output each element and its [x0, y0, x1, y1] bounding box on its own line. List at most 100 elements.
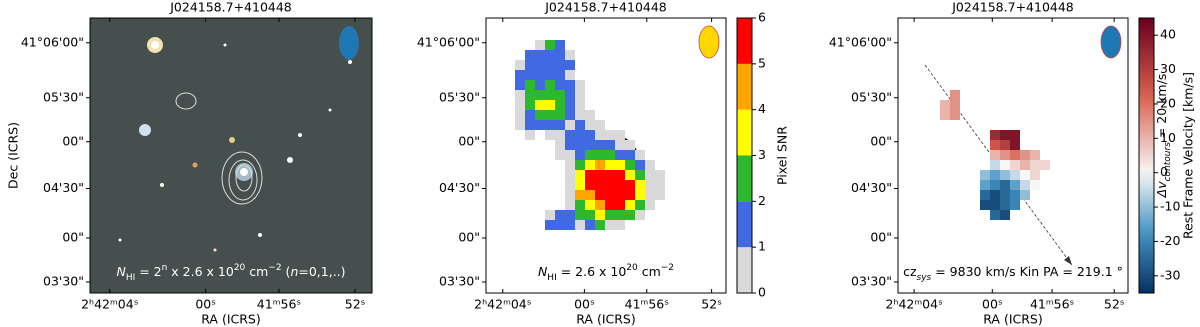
- pixel: [535, 50, 545, 60]
- contour-label: Δvcontours = 20 km/s: [1154, 74, 1173, 199]
- y-tick-label: 03'30": [439, 274, 480, 289]
- pixel: [1010, 150, 1020, 160]
- pixel: [545, 70, 555, 80]
- text-part: = 9830 km/s Kin PA = 219.1 °: [931, 264, 1123, 279]
- colorbar-tick-label: 3: [758, 147, 766, 162]
- axes-frame: [485, 17, 727, 294]
- optical-image: [90, 18, 372, 293]
- colorbar-gradient: [1139, 18, 1154, 293]
- pixel: [625, 200, 635, 210]
- pixel: [555, 100, 565, 110]
- pixel: [990, 170, 1000, 180]
- text-part: N: [538, 264, 548, 279]
- pixel: [635, 190, 645, 200]
- pixel: [635, 150, 645, 160]
- text-part: sys: [917, 273, 932, 283]
- pixel: [990, 190, 1000, 200]
- y-tick-label: 04'30": [851, 180, 892, 195]
- x-tick-label: 41ᵐ56ˢ: [1030, 297, 1074, 312]
- pixel: [605, 170, 615, 180]
- pixel: [575, 210, 585, 220]
- pixel: [585, 200, 595, 210]
- pixel: [515, 110, 525, 120]
- text-part: cm: [638, 264, 661, 279]
- pixel: [595, 140, 605, 150]
- pixel: [545, 130, 555, 140]
- x-tick-label: 52ˢ: [1104, 297, 1125, 312]
- x-tick-label: 00ˢ: [574, 297, 595, 312]
- pixel: [605, 160, 615, 170]
- text-part: x 2.6 x 10: [167, 264, 234, 279]
- pixel: [1020, 190, 1030, 200]
- pixel: [565, 110, 575, 120]
- pixel: [535, 100, 545, 110]
- pixel: [575, 110, 585, 120]
- pixel: [535, 70, 545, 80]
- colorbar-segment: [737, 63, 752, 110]
- pixel: [555, 70, 565, 80]
- pixel: [1030, 150, 1040, 160]
- colorbar-label: Rest Frame Velocity [km/s]: [1181, 72, 1196, 239]
- pixel: [655, 180, 665, 190]
- pixel: [575, 160, 585, 170]
- pixel: [585, 120, 595, 130]
- pixel: [575, 200, 585, 210]
- pixel: [575, 80, 585, 90]
- pixel: [545, 210, 555, 220]
- pixel: [1030, 180, 1040, 190]
- x-tick-label: 2ʰ42ᵐ04ˢ: [885, 297, 942, 312]
- pixel: [605, 200, 615, 210]
- pixel: [615, 190, 625, 200]
- axes-frame: [897, 17, 1129, 294]
- pixel: [565, 90, 575, 100]
- pixel: [1000, 160, 1010, 170]
- pixel: [605, 220, 615, 230]
- pa-line: [924, 64, 1073, 266]
- pixel: [1000, 180, 1010, 190]
- pixel: [1010, 140, 1020, 150]
- pixel: [555, 130, 565, 140]
- pixel: [645, 180, 655, 190]
- pixel: [525, 50, 535, 60]
- pixel: [635, 180, 645, 190]
- pixel: [585, 150, 595, 160]
- pixel: [565, 150, 575, 160]
- colorbar-tick-label: 10: [1160, 130, 1176, 145]
- pixel: [1010, 170, 1020, 180]
- pixel: [545, 60, 555, 70]
- pixel: [615, 200, 625, 210]
- pixel: [595, 130, 605, 140]
- y-tick-label: 00": [458, 230, 480, 245]
- colorbar-frame: [1138, 17, 1155, 294]
- y-axis-label: Dec (ICRS): [6, 122, 21, 189]
- text-part: cm: [245, 264, 268, 279]
- pixel: [555, 50, 565, 60]
- x-tick-label: 00ˢ: [195, 297, 216, 312]
- pixel: [950, 100, 960, 110]
- pixel: [555, 210, 565, 220]
- text-part: HI: [126, 273, 135, 283]
- pixel: [1030, 170, 1040, 180]
- pixel: [595, 220, 605, 230]
- text-part: 20: [626, 263, 638, 273]
- pixel: [575, 180, 585, 190]
- y-tick-label: 05'30": [851, 89, 892, 104]
- text-part: N: [116, 264, 126, 279]
- x-axis-label: RA (ICRS): [983, 312, 1043, 327]
- pixel: [990, 130, 1000, 140]
- pixel: [1000, 210, 1010, 220]
- pixel: [1010, 180, 1020, 190]
- text-part: = 20 km/s: [1154, 74, 1169, 142]
- pixel: [615, 220, 625, 230]
- y-tick-label: 05'30": [43, 89, 84, 104]
- pixel: [525, 90, 535, 100]
- pixel: [575, 130, 585, 140]
- text-part: cz: [903, 264, 917, 279]
- pixel: [1030, 160, 1040, 170]
- x-tick-label: 00ˢ: [982, 297, 1003, 312]
- pixel: [515, 90, 525, 100]
- colorbar-tick-label: 40: [1160, 27, 1176, 42]
- y-tick-label: 41°06'00": [829, 34, 892, 49]
- panel-title: J024158.7+410448: [544, 0, 667, 15]
- pixel: [535, 40, 545, 50]
